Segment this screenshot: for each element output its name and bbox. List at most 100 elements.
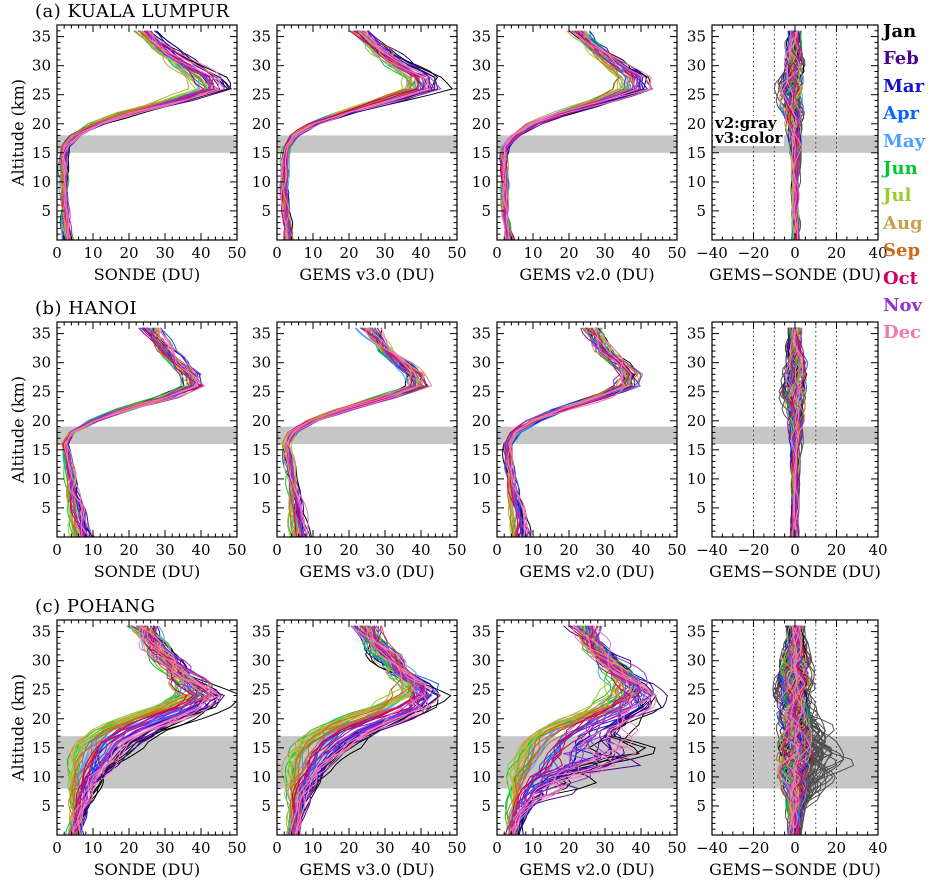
svg-text:20: 20	[559, 839, 578, 857]
svg-text:50: 50	[667, 839, 686, 857]
svg-text:30: 30	[595, 839, 614, 857]
svg-text:10: 10	[472, 173, 491, 191]
panel-hanoi-gems-v2: 0 10 20 30 40 50 5 10 15 20 25 30 35	[472, 321, 687, 559]
svg-text:10: 10	[523, 541, 542, 559]
x-axis-label: GEMS v2.0 (DU)	[519, 860, 655, 879]
svg-text:10: 10	[523, 244, 542, 262]
version-color-annotation: v2:gray v3:color	[713, 116, 785, 147]
svg-text:30: 30	[472, 652, 491, 670]
svg-text:20: 20	[119, 244, 138, 262]
svg-text:10: 10	[32, 768, 51, 786]
svg-text:30: 30	[472, 354, 491, 372]
svg-text:20: 20	[119, 839, 138, 857]
svg-text:15: 15	[252, 441, 271, 459]
svg-text:30: 30	[687, 652, 706, 670]
svg-text:10: 10	[83, 244, 102, 262]
svg-text:5: 5	[696, 499, 706, 517]
svg-text:30: 30	[32, 354, 51, 372]
svg-text:5: 5	[696, 797, 706, 815]
legend-month-mar: Mar	[883, 75, 925, 97]
svg-text:20: 20	[827, 541, 846, 559]
legend-month-oct: Oct	[883, 267, 918, 289]
row-title-pohang: (c) POHANG	[35, 596, 156, 617]
x-axis-label: GEMS v2.0 (DU)	[519, 265, 655, 284]
svg-text:30: 30	[375, 541, 394, 559]
x-axis-label: SONDE (DU)	[93, 562, 201, 581]
svg-text:20: 20	[339, 244, 358, 262]
svg-text:20: 20	[252, 710, 271, 728]
annotation-line-v3: v3:color	[713, 129, 785, 147]
svg-text:0: 0	[52, 839, 62, 857]
panel-pohang-gems-v2: 0 10 20 30 40 50 5 10 15 20 25 30 35	[472, 619, 687, 857]
svg-text:30: 30	[32, 57, 51, 75]
svg-text:15: 15	[472, 739, 491, 757]
svg-text:40: 40	[191, 541, 210, 559]
panel-hanoi-sonde: 0 10 20 30 40 50 5 10 15 20 25 30 35	[32, 321, 247, 559]
svg-text:−40: −40	[696, 839, 728, 857]
svg-text:10: 10	[83, 839, 102, 857]
svg-text:50: 50	[227, 541, 246, 559]
svg-text:25: 25	[472, 86, 491, 104]
panel-kuala-lumpur-gems-v2: 0 10 20 30 40 50 5 10 15 20 25 30 35	[472, 24, 687, 262]
svg-text:35: 35	[687, 325, 706, 343]
svg-text:35: 35	[472, 623, 491, 641]
legend-month-apr: Apr	[883, 103, 920, 125]
svg-text:0: 0	[790, 839, 800, 857]
svg-text:25: 25	[472, 383, 491, 401]
svg-text:5: 5	[41, 202, 51, 220]
svg-text:40: 40	[191, 839, 210, 857]
svg-text:5: 5	[261, 202, 271, 220]
x-axis-label: SONDE (DU)	[93, 265, 201, 284]
svg-text:0: 0	[790, 244, 800, 262]
x-axis-label: GEMS v3.0 (DU)	[299, 265, 435, 284]
svg-text:5: 5	[481, 499, 491, 517]
svg-text:15: 15	[32, 441, 51, 459]
svg-text:−20: −20	[738, 244, 770, 262]
svg-text:35: 35	[32, 325, 51, 343]
svg-text:25: 25	[252, 383, 271, 401]
svg-text:40: 40	[868, 541, 887, 559]
svg-text:50: 50	[447, 244, 466, 262]
svg-text:15: 15	[687, 144, 706, 162]
svg-text:−40: −40	[696, 244, 728, 262]
svg-text:10: 10	[472, 768, 491, 786]
svg-text:15: 15	[252, 144, 271, 162]
svg-text:35: 35	[472, 325, 491, 343]
svg-text:5: 5	[261, 499, 271, 517]
svg-text:15: 15	[32, 739, 51, 757]
svg-text:35: 35	[687, 28, 706, 46]
x-axis-label: GEMS−SONDE (DU)	[709, 265, 881, 284]
svg-text:15: 15	[687, 739, 706, 757]
svg-text:10: 10	[83, 541, 102, 559]
svg-text:0: 0	[272, 839, 282, 857]
svg-text:30: 30	[595, 541, 614, 559]
svg-text:10: 10	[32, 173, 51, 191]
svg-text:5: 5	[481, 797, 491, 815]
svg-text:35: 35	[32, 623, 51, 641]
svg-text:25: 25	[32, 86, 51, 104]
legend-month-feb: Feb	[883, 48, 919, 70]
svg-text:20: 20	[559, 541, 578, 559]
svg-text:−40: −40	[696, 541, 728, 559]
y-axis-label-row-a: Altitude (km)	[8, 78, 28, 186]
svg-text:25: 25	[252, 681, 271, 699]
svg-text:30: 30	[472, 57, 491, 75]
svg-text:5: 5	[41, 797, 51, 815]
legend-month-nov: Nov	[883, 295, 922, 317]
svg-text:15: 15	[687, 441, 706, 459]
svg-text:20: 20	[252, 412, 271, 430]
x-axis-label: GEMS v3.0 (DU)	[299, 860, 435, 879]
svg-text:40: 40	[411, 244, 430, 262]
svg-text:40: 40	[631, 541, 650, 559]
svg-text:30: 30	[32, 652, 51, 670]
svg-text:0: 0	[492, 839, 502, 857]
panel-kuala-lumpur-gems-minus-sonde: −40 −20 0 20 40 5 10 15 20 25 30 35	[687, 24, 888, 262]
svg-text:30: 30	[155, 839, 174, 857]
svg-text:20: 20	[32, 412, 51, 430]
svg-text:20: 20	[472, 710, 491, 728]
svg-text:30: 30	[687, 354, 706, 372]
svg-text:10: 10	[687, 470, 706, 488]
svg-text:0: 0	[272, 541, 282, 559]
legend-month-aug: Aug	[883, 212, 923, 234]
panel-hanoi-gems-v3: 0 10 20 30 40 50 5 10 15 20 25 30 35	[252, 321, 467, 559]
